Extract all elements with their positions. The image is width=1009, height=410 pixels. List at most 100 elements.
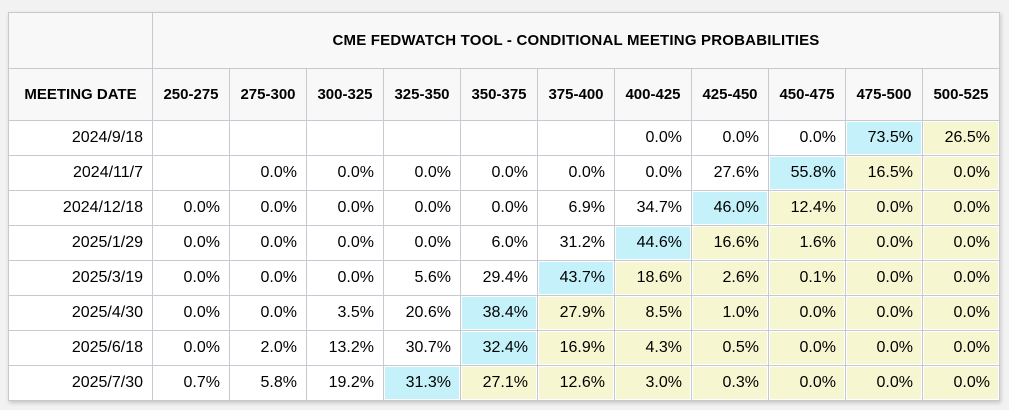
prob-cell-375-400: 0.0% (537, 155, 615, 191)
prob-cell-500-525: 0.0% (922, 295, 1000, 331)
prob-cell-275-300: 0.0% (229, 155, 307, 191)
prob-cell-375-400: 43.7% (537, 260, 615, 296)
prob-cell-475-500: 0.0% (845, 295, 923, 331)
prob-cell-375-400: 16.9% (537, 330, 615, 366)
prob-cell-450-475: 0.0% (768, 120, 846, 156)
prob-cell-425-450: 2.6% (691, 260, 769, 296)
prob-cell-400-425: 34.7% (614, 190, 692, 226)
prob-cell-400-425: 0.0% (614, 120, 692, 156)
prob-cell-350-375: 6.0% (460, 225, 538, 261)
table-row: 2024/11/7 0.0% 0.0% 0.0% 0.0% 0.0% 0.0% 27.6% 55… (8, 155, 1000, 191)
prob-cell-375-400: 31.2% (537, 225, 615, 261)
column-header-250-275: 250-275 (152, 68, 230, 121)
prob-cell-500-525: 0.0% (922, 260, 1000, 296)
prob-cell-400-425: 4.3% (614, 330, 692, 366)
prob-cell-400-425: 44.6% (614, 225, 692, 261)
prob-cell-350-375: 29.4% (460, 260, 538, 296)
table-row: 2025/4/30 0.0% 0.0% 3.5% 20.6% 38.4% 27.9% 8.5%… (8, 295, 1000, 331)
column-header-500-525: 500-525 (922, 68, 1000, 121)
column-header-400-425: 400-425 (614, 68, 692, 121)
prob-cell-325-350: 0.0% (383, 225, 461, 261)
column-header-450-475: 450-475 (768, 68, 846, 121)
prob-cell-300-325: 0.0% (306, 190, 384, 226)
prob-cell-400-425: 3.0% (614, 365, 692, 401)
prob-cell-275-300 (229, 120, 307, 156)
prob-cell-475-500: 73.5% (845, 120, 923, 156)
column-header-475-500: 475-500 (845, 68, 923, 121)
prob-cell-325-350: 0.0% (383, 190, 461, 226)
prob-cell-300-325 (306, 120, 384, 156)
prob-cell-500-525: 0.0% (922, 190, 1000, 226)
table-row: 2024/12/18 0.0% 0.0% 0.0% 0.0% 0.0% 6.9% 34.7% 4… (8, 190, 1000, 226)
prob-cell-250-275: 0.0% (152, 225, 230, 261)
prob-cell-250-275: 0.7% (152, 365, 230, 401)
prob-cell-350-375: 27.1% (460, 365, 538, 401)
prob-cell-500-525: 0.0% (922, 225, 1000, 261)
prob-cell-325-350: 20.6% (383, 295, 461, 331)
prob-cell-250-275 (152, 120, 230, 156)
meeting-date-cell: 2025/7/30 (8, 365, 153, 401)
prob-cell-500-525: 0.0% (922, 155, 1000, 191)
prob-cell-375-400: 12.6% (537, 365, 615, 401)
prob-cell-300-325: 0.0% (306, 260, 384, 296)
meeting-date-header: MEETING DATE (8, 68, 153, 121)
table-title: CME FEDWATCH TOOL - CONDITIONAL MEETING … (152, 12, 1000, 69)
prob-cell-275-300: 5.8% (229, 365, 307, 401)
prob-cell-250-275 (152, 155, 230, 191)
column-header-300-325: 300-325 (306, 68, 384, 121)
prob-cell-250-275: 0.0% (152, 260, 230, 296)
prob-cell-325-350: 0.0% (383, 155, 461, 191)
meeting-date-cell: 2024/11/7 (8, 155, 153, 191)
meeting-date-cell: 2025/3/19 (8, 260, 153, 296)
table-row: 2024/9/18 0.0% 0.0% 0.0% 73.5% 26.5% (8, 120, 1000, 156)
column-header-375-400: 375-400 (537, 68, 615, 121)
meeting-date-cell: 2025/1/29 (8, 225, 153, 261)
prob-cell-325-350 (383, 120, 461, 156)
table-row: 2025/6/18 0.0% 2.0% 13.2% 30.7% 32.4% 16.9% 4.3… (8, 330, 1000, 366)
prob-cell-400-425: 0.0% (614, 155, 692, 191)
prob-cell-475-500: 0.0% (845, 225, 923, 261)
prob-cell-500-525: 0.0% (922, 365, 1000, 401)
prob-cell-300-325: 3.5% (306, 295, 384, 331)
prob-cell-300-325: 19.2% (306, 365, 384, 401)
prob-cell-375-400: 27.9% (537, 295, 615, 331)
prob-cell-250-275: 0.0% (152, 190, 230, 226)
prob-cell-275-300: 2.0% (229, 330, 307, 366)
column-header-row: MEETING DATE 250-275 275-300 300-325 325-35… (8, 68, 1000, 121)
prob-cell-275-300: 0.0% (229, 295, 307, 331)
prob-cell-450-475: 0.0% (768, 330, 846, 366)
column-header-325-350: 325-350 (383, 68, 461, 121)
prob-cell-450-475: 1.6% (768, 225, 846, 261)
prob-cell-425-450: 46.0% (691, 190, 769, 226)
prob-cell-425-450: 27.6% (691, 155, 769, 191)
corner-cell (8, 12, 153, 69)
prob-cell-425-450: 16.6% (691, 225, 769, 261)
table-body: 2024/9/18 0.0% 0.0% 0.0% 73.5% 26.5% 2024/11/7… (8, 120, 1000, 401)
prob-cell-450-475: 12.4% (768, 190, 846, 226)
meeting-date-cell: 2024/12/18 (8, 190, 153, 226)
prob-cell-450-475: 0.0% (768, 365, 846, 401)
prob-cell-500-525: 0.0% (922, 330, 1000, 366)
prob-cell-450-475: 55.8% (768, 155, 846, 191)
prob-cell-350-375 (460, 120, 538, 156)
prob-cell-425-450: 0.3% (691, 365, 769, 401)
meeting-date-cell: 2024/9/18 (8, 120, 153, 156)
prob-cell-275-300: 0.0% (229, 190, 307, 226)
prob-cell-325-350: 31.3% (383, 365, 461, 401)
prob-cell-500-525: 26.5% (922, 120, 1000, 156)
prob-cell-325-350: 5.6% (383, 260, 461, 296)
prob-cell-250-275: 0.0% (152, 330, 230, 366)
prob-cell-300-325: 13.2% (306, 330, 384, 366)
title-row: CME FEDWATCH TOOL - CONDITIONAL MEETING … (8, 12, 1000, 69)
column-header-350-375: 350-375 (460, 68, 538, 121)
prob-cell-325-350: 30.7% (383, 330, 461, 366)
prob-cell-475-500: 0.0% (845, 190, 923, 226)
column-header-275-300: 275-300 (229, 68, 307, 121)
prob-cell-350-375: 32.4% (460, 330, 538, 366)
prob-cell-425-450: 0.0% (691, 120, 769, 156)
prob-cell-375-400: 6.9% (537, 190, 615, 226)
prob-cell-275-300: 0.0% (229, 260, 307, 296)
prob-cell-350-375: 0.0% (460, 190, 538, 226)
prob-cell-375-400 (537, 120, 615, 156)
prob-cell-475-500: 16.5% (845, 155, 923, 191)
